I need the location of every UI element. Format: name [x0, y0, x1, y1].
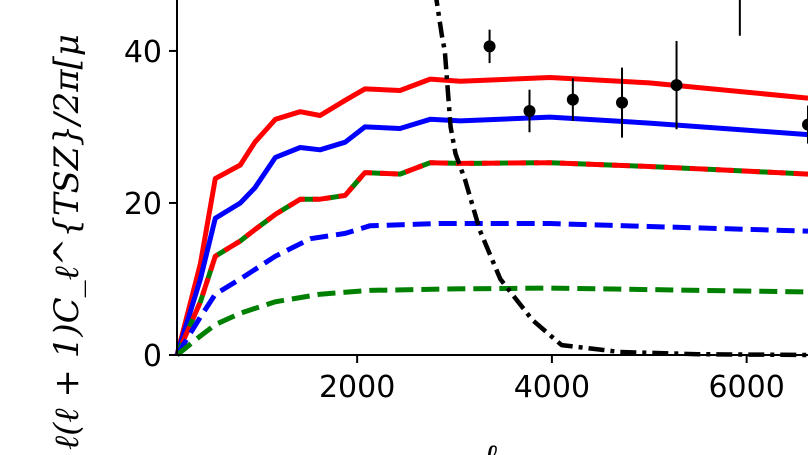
x-tick-label: 6000	[708, 370, 784, 405]
x-ticks: 2000 4000 6000	[319, 355, 785, 405]
data-points-layer	[483, 0, 808, 144]
red-dashed-line	[174, 160, 808, 357]
y-axis-label: ℓ(ℓ + 1)C_ℓ^{TSZ}/2π[μ	[47, 34, 87, 450]
data-point	[483, 40, 496, 53]
data-point	[523, 104, 536, 117]
y-tick-label: 40	[124, 35, 162, 70]
data-point	[616, 96, 629, 109]
blue-solid-line	[174, 114, 808, 356]
data-point	[566, 93, 579, 106]
y-ticks: 0 20 40	[124, 35, 177, 374]
red-solid-line	[174, 75, 808, 356]
data-point	[802, 118, 808, 131]
x-tick-label: 2000	[319, 370, 395, 405]
y-tick-label: 0	[143, 339, 162, 374]
x-axis-label: ℓ	[483, 437, 497, 455]
data-point	[670, 79, 683, 92]
blue-dashed-line	[174, 221, 808, 357]
y-tick-label: 20	[124, 187, 162, 222]
curves-layer	[174, 0, 808, 358]
green-dashed-lower-line	[175, 285, 808, 357]
x-tick-label: 4000	[514, 370, 590, 405]
black-dash-dot-line	[434, 0, 808, 358]
